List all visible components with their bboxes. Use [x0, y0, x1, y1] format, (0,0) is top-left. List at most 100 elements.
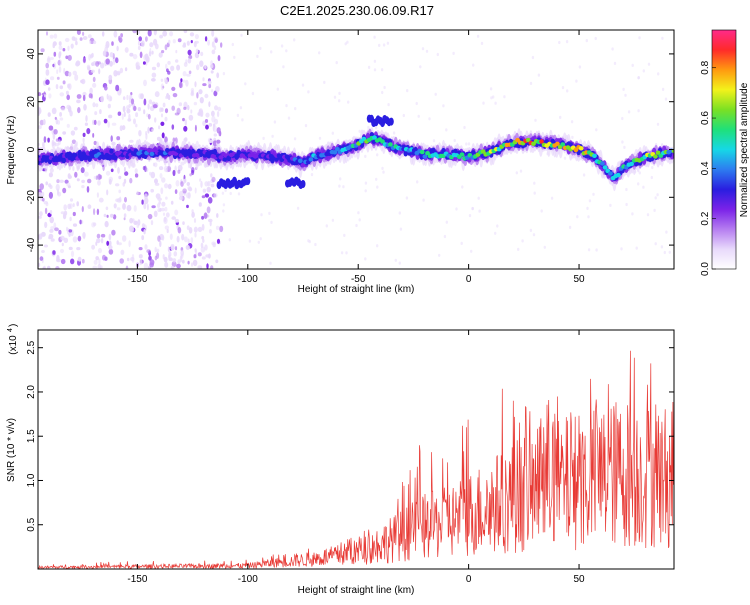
noise-speck	[472, 63, 475, 67]
noise-speck	[134, 168, 138, 174]
noise-speck	[213, 193, 218, 198]
noise-speck	[69, 216, 72, 222]
noise-speck	[153, 162, 158, 168]
colorbar-ticks: 0.0 0.2 0.4 0.6 0.8	[700, 60, 716, 276]
noise-speck	[364, 189, 367, 193]
noise-speck	[625, 202, 628, 207]
noise-speck	[163, 165, 169, 173]
noise-speck	[56, 254, 60, 262]
noise-speck	[208, 101, 211, 108]
noise-speck	[137, 219, 141, 226]
noise-speck	[138, 254, 143, 259]
noise-speck	[99, 174, 103, 180]
noise-speck	[467, 142, 471, 146]
noise-speck	[142, 61, 146, 65]
noise-speck	[100, 238, 104, 244]
noise-speck	[72, 166, 75, 171]
noise-speck	[642, 69, 645, 73]
noise-speck	[153, 38, 158, 46]
noise-speck	[201, 256, 206, 260]
spectrogram-y-ticks: -40 -20 0 20 40	[26, 48, 674, 252]
noise-speck	[138, 93, 143, 99]
noise-speck	[494, 231, 497, 235]
noise-speck	[116, 45, 119, 52]
noise-speck	[148, 51, 152, 57]
noise-speck	[77, 107, 81, 114]
noise-speck	[82, 31, 85, 36]
noise-speck	[168, 251, 172, 258]
noise-speck	[68, 246, 73, 250]
noise-speck	[215, 225, 220, 230]
noise-speck	[194, 232, 197, 238]
noise-speck	[576, 215, 579, 219]
noise-speck	[216, 72, 220, 79]
noise-speck	[194, 34, 199, 40]
noise-speck	[58, 41, 62, 46]
noise-speck	[82, 57, 86, 64]
noise-speck	[182, 79, 187, 83]
noise-speck	[146, 249, 151, 254]
noise-speck	[268, 211, 271, 215]
noise-speck	[80, 167, 85, 174]
noise-speck	[582, 173, 586, 177]
noise-speck	[647, 62, 651, 66]
ridge-core	[425, 151, 430, 156]
noise-speck	[153, 30, 157, 36]
noise-speck	[187, 49, 192, 56]
noise-speck	[62, 80, 66, 85]
noise-speck	[91, 62, 95, 66]
noise-speck	[211, 41, 215, 48]
noise-speck	[46, 31, 48, 36]
noise-speck	[66, 104, 71, 110]
noise-speck	[354, 154, 357, 158]
noise-speck	[165, 79, 168, 85]
y-tick-label: 0.5	[26, 517, 37, 531]
noise-speck	[117, 111, 122, 116]
noise-speck	[638, 171, 641, 175]
noise-speck	[156, 62, 160, 68]
noise-speck	[631, 212, 634, 216]
noise-speck	[199, 178, 202, 182]
noise-speck	[49, 168, 54, 173]
ridge-core	[194, 152, 200, 158]
noise-speck	[60, 106, 66, 111]
noise-speck	[219, 225, 224, 233]
noise-speck	[165, 212, 170, 218]
noise-speck	[631, 63, 634, 67]
noise-speck	[208, 123, 213, 127]
noise-speck	[109, 60, 113, 67]
noise-speck	[196, 92, 199, 99]
colorbar-tick-label: 0.6	[700, 111, 711, 125]
noise-speck	[150, 171, 156, 179]
noise-speck	[206, 263, 209, 269]
noise-speck	[106, 214, 109, 218]
noise-speck	[182, 221, 185, 226]
noise-speck	[147, 265, 151, 269]
noise-speck	[123, 178, 127, 184]
y-tick-label: 1.5	[26, 429, 37, 443]
noise-speck	[198, 144, 201, 148]
noise-speck	[358, 129, 361, 133]
noise-speck	[133, 205, 137, 212]
noise-speck	[419, 65, 422, 69]
noise-speck	[151, 66, 157, 71]
colorbar: 0.0 0.2 0.4 0.6 0.8 Normalized spectral ampl…	[700, 29, 750, 276]
noise-speck	[89, 87, 93, 95]
noise-speck	[211, 30, 215, 37]
noise-speck	[42, 197, 45, 202]
noise-speck	[201, 215, 205, 220]
noise-speck	[355, 223, 358, 228]
noise-speck	[376, 153, 379, 157]
noise-speck	[129, 139, 134, 143]
noise-speck	[64, 37, 70, 43]
x-tick-label: 50	[573, 574, 585, 585]
snr-y-unit-close: )	[8, 324, 19, 327]
noise-speck	[623, 145, 626, 149]
noise-speck	[41, 231, 46, 237]
noise-speck	[661, 87, 665, 91]
ridge-cell	[471, 150, 476, 155]
noise-speck	[50, 76, 55, 81]
noise-speck	[477, 196, 480, 200]
noise-speck	[45, 69, 50, 76]
noise-speck	[151, 72, 157, 78]
